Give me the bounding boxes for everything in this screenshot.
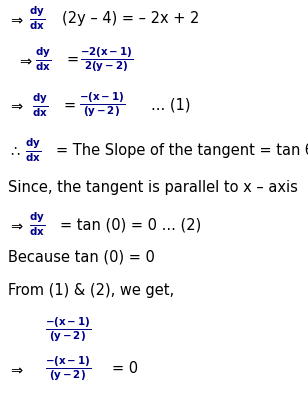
Text: Since, the tangent is parallel to x – axis: Since, the tangent is parallel to x – ax… <box>8 180 298 195</box>
Text: =: = <box>66 52 78 67</box>
Text: $\mathbf{\frac{dy}{dx}}$: $\mathbf{\frac{dy}{dx}}$ <box>29 5 45 32</box>
Text: $\Rightarrow$: $\Rightarrow$ <box>17 52 33 67</box>
Text: $\Rightarrow$: $\Rightarrow$ <box>8 11 24 26</box>
Text: $\Rightarrow$: $\Rightarrow$ <box>8 98 24 112</box>
Text: =: = <box>63 98 75 112</box>
Text: $\mathbf{\frac{dy}{dx}}$: $\mathbf{\frac{dy}{dx}}$ <box>32 91 48 119</box>
Text: ... (1): ... (1) <box>151 98 190 112</box>
Text: Because tan (0) = 0: Because tan (0) = 0 <box>8 250 155 265</box>
Text: = tan (0) = 0 ... (2): = tan (0) = 0 ... (2) <box>60 217 201 232</box>
Text: $\therefore$: $\therefore$ <box>8 143 21 158</box>
Text: $\mathbf{\frac{-2(x-1)}{2(y-2)}}$: $\mathbf{\frac{-2(x-1)}{2(y-2)}}$ <box>80 45 133 74</box>
Text: $\mathbf{\frac{dy}{dx}}$: $\mathbf{\frac{dy}{dx}}$ <box>25 137 41 164</box>
Text: $\Rightarrow$: $\Rightarrow$ <box>8 217 24 232</box>
Text: $\mathbf{\frac{dy}{dx}}$: $\mathbf{\frac{dy}{dx}}$ <box>29 211 45 238</box>
Text: $\mathbf{\frac{-(x-1)}{(y-2)}}$: $\mathbf{\frac{-(x-1)}{(y-2)}}$ <box>45 354 91 383</box>
Text: $\Rightarrow$: $\Rightarrow$ <box>8 361 24 376</box>
Text: From (1) & (2), we get,: From (1) & (2), we get, <box>8 283 174 298</box>
Text: = 0: = 0 <box>112 361 139 376</box>
Text: (2y – 4) = – 2x + 2: (2y – 4) = – 2x + 2 <box>62 11 199 26</box>
Text: = The Slope of the tangent = tan θ: = The Slope of the tangent = tan θ <box>56 143 308 158</box>
Text: $\mathbf{\frac{-(x-1)}{(y-2)}}$: $\mathbf{\frac{-(x-1)}{(y-2)}}$ <box>45 315 91 344</box>
Text: $\mathbf{\frac{dy}{dx}}$: $\mathbf{\frac{dy}{dx}}$ <box>35 46 51 73</box>
Text: $\mathbf{\frac{-(x-1)}{(y-2)}}$: $\mathbf{\frac{-(x-1)}{(y-2)}}$ <box>79 91 125 119</box>
